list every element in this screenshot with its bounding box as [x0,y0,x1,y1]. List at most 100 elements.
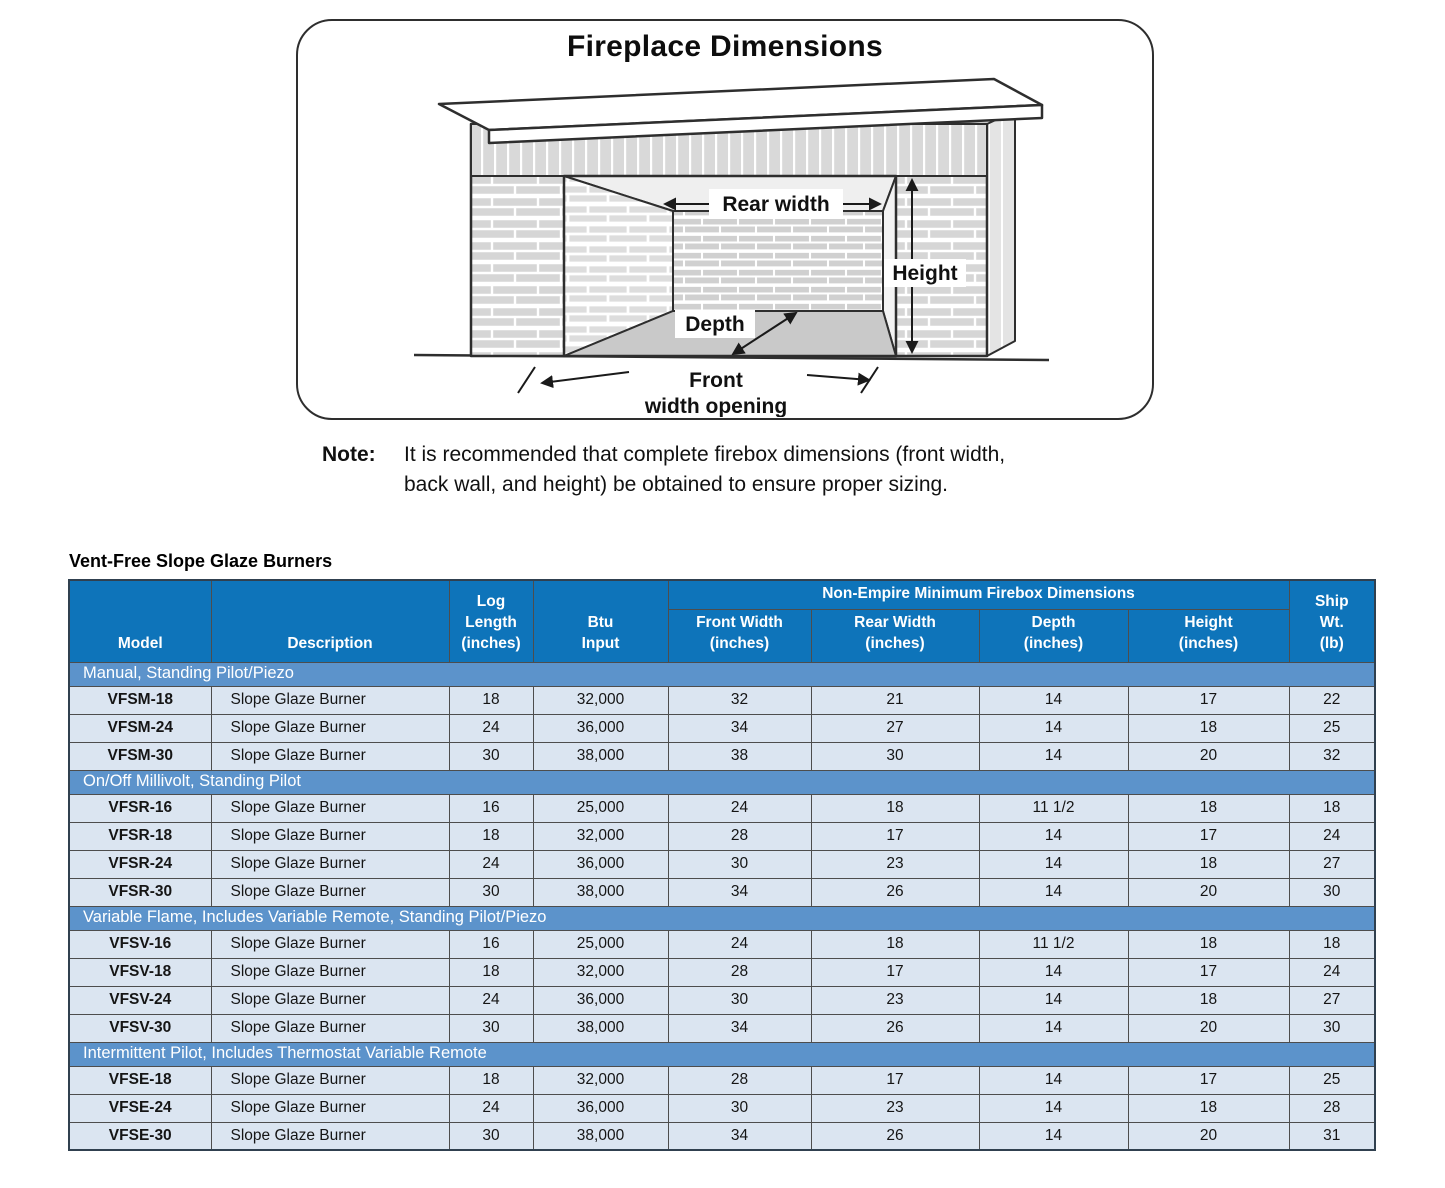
cell-height: 18 [1127,1093,1290,1123]
cell-height: 18 [1127,793,1290,823]
cell-rear-width: 18 [810,793,980,823]
cell-front-width: 34 [667,877,812,907]
cell-btu-input: 38,000 [532,741,669,771]
cell-model: VFSV-30 [68,1013,212,1043]
cell-model: VFSR-30 [68,877,212,907]
cell-log-length: 30 [448,1013,534,1043]
cell-depth: 14 [978,985,1129,1015]
cell-depth: 14 [978,849,1129,879]
cell-depth: 14 [978,1121,1129,1151]
cell-description: Slope Glaze Burner [210,1093,450,1123]
col-header-front-width: Front Width (inches) [667,608,812,663]
cell-rear-width: 17 [810,957,980,987]
cell-model: VFSV-24 [68,985,212,1015]
cell-log-length: 18 [448,1065,534,1095]
table-body: Manual, Standing Pilot/Piezo VFSM-18 Slope… [68,661,1376,1151]
cell-rear-width: 18 [810,929,980,959]
mantel-front-edge [487,103,1043,145]
cell-model: VFSE-18 [68,1065,212,1095]
cell-depth: 14 [978,713,1129,743]
table-row: VFSR-16 Slope Glaze Burner 16 25,000 24 18 11 … [68,793,1376,823]
cell-ship-wt: 30 [1288,1013,1376,1043]
body-side-face [985,110,1016,357]
cell-model: VFSM-30 [68,741,212,771]
cell-btu-input: 38,000 [532,1121,669,1151]
cell-btu-input: 25,000 [532,793,669,823]
cell-front-width: 32 [667,685,812,715]
cell-btu-input: 32,000 [532,957,669,987]
cell-model: VFSV-18 [68,957,212,987]
front-width-label-line2: width opening [643,395,786,417]
cell-log-length: 30 [448,741,534,771]
cell-btu-input: 32,000 [532,685,669,715]
cell-ship-wt: 24 [1288,821,1376,851]
cell-rear-width: 23 [810,849,980,879]
cell-height: 18 [1127,929,1290,959]
cell-rear-width: 26 [810,1121,980,1151]
cell-ship-wt: 25 [1288,1065,1376,1095]
section-label: On/Off Millivolt, Standing Pilot [68,769,1376,795]
cell-log-length: 18 [448,821,534,851]
cell-height: 18 [1127,849,1290,879]
fireplace-illustration: Height Rear width Depth Front width open… [413,77,1049,417]
cell-model: VFSR-18 [68,821,212,851]
fireplace-diagram-panel: Fireplace Dimensions [296,19,1154,420]
table-block: Vent-Free Slope Glaze Burners Model Desc… [68,551,1376,1151]
cell-front-width: 28 [667,1065,812,1095]
rear-width-label: Rear width [722,193,829,216]
note: Note: It is recommended that complete fi… [322,440,1162,500]
cell-depth: 11 1/2 [978,793,1129,823]
cell-log-length: 18 [448,957,534,987]
cell-ship-wt: 30 [1288,877,1376,907]
cell-log-length: 16 [448,793,534,823]
table-row: VFSM-24 Slope Glaze Burner 24 36,000 34 27 14 1… [68,713,1376,743]
cell-model: VFSE-30 [68,1121,212,1151]
cell-height: 17 [1127,821,1290,851]
cell-front-width: 30 [667,1093,812,1123]
table-row: VFSM-30 Slope Glaze Burner 30 38,000 38 30 14 2… [68,741,1376,771]
cell-btu-input: 32,000 [532,821,669,851]
table-row: VFSV-24 Slope Glaze Burner 24 36,000 30 23 14 1… [68,985,1376,1015]
cell-model: VFSV-16 [68,929,212,959]
group-header-firebox-dimensions: Non-Empire Minimum Firebox Dimensions [667,579,1290,610]
height-label-box [883,259,966,287]
cell-rear-width: 17 [810,821,980,851]
table-row: VFSV-30 Slope Glaze Burner 30 38,000 34 26 14 2… [68,1013,1376,1043]
col-header-ship-wt: Ship Wt. (lb) [1288,579,1376,663]
cell-btu-input: 36,000 [532,849,669,879]
cell-depth: 14 [978,877,1129,907]
cell-model: VFSM-18 [68,685,212,715]
cell-ship-wt: 28 [1288,1093,1376,1123]
cell-description: Slope Glaze Burner [210,741,450,771]
col-header-model: Model [68,579,212,663]
cell-front-width: 28 [667,957,812,987]
front-width-tick-right [859,366,879,394]
cell-depth: 14 [978,1013,1129,1043]
cell-height: 17 [1127,957,1290,987]
cell-description: Slope Glaze Burner [210,1013,450,1043]
cell-depth: 11 1/2 [978,929,1129,959]
firebox-rear-wall [671,210,884,312]
table-row: VFSE-30 Slope Glaze Burner 30 38,000 34 26 14 2… [68,1121,1376,1151]
cell-front-width: 34 [667,713,812,743]
col-header-rear-width: Rear Width (inches) [810,608,980,663]
cell-depth: 14 [978,685,1129,715]
burners-table: Model Description Log Length (inches) Bt… [68,579,1376,1151]
col-header-depth: Depth (inches) [978,608,1129,663]
cell-log-length: 16 [448,929,534,959]
cell-btu-input: 38,000 [532,877,669,907]
cell-description: Slope Glaze Burner [210,713,450,743]
front-width-arrow-left [539,371,629,389]
cell-description: Slope Glaze Burner [210,793,450,823]
cell-depth: 14 [978,1065,1129,1095]
cell-ship-wt: 24 [1288,957,1376,987]
table-row: VFSE-24 Slope Glaze Burner 24 36,000 30 23 14 1… [68,1093,1376,1123]
cell-height: 17 [1127,685,1290,715]
cell-depth: 14 [978,957,1129,987]
cell-description: Slope Glaze Burner [210,957,450,987]
diagram-title: Fireplace Dimensions [566,30,884,63]
cell-front-width: 30 [667,849,812,879]
cell-btu-input: 36,000 [532,1093,669,1123]
cell-front-width: 24 [667,929,812,959]
cell-rear-width: 23 [810,985,980,1015]
